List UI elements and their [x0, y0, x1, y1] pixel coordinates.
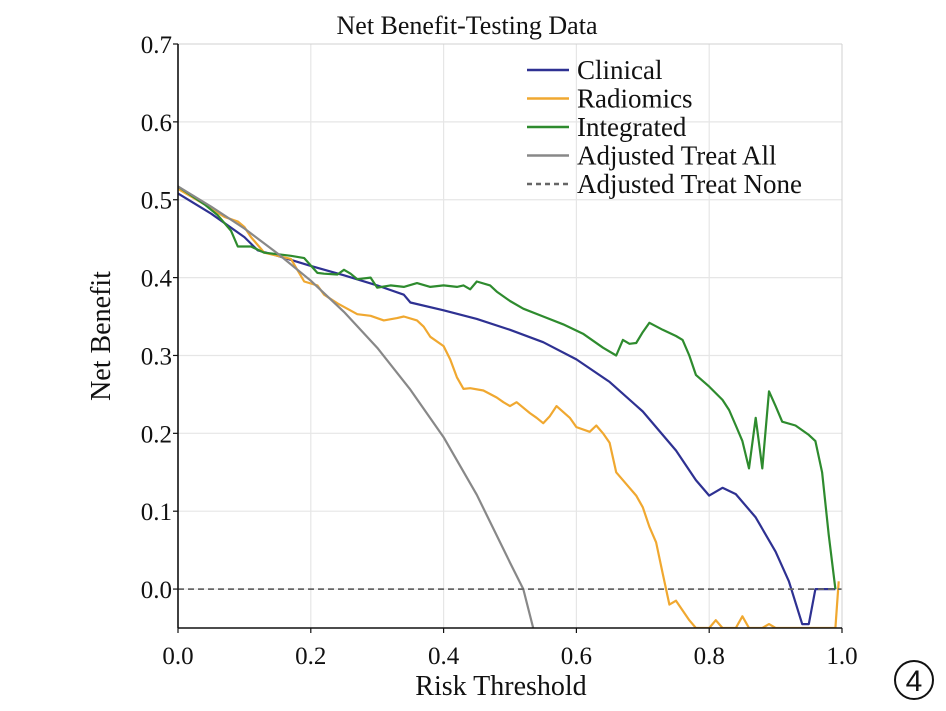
series-line-integrated	[178, 185, 837, 590]
plot-frame	[177, 43, 843, 629]
badge-label: 4	[906, 665, 923, 698]
x-tick-label-4: 0.8	[694, 643, 725, 670]
legend-label-adjusted-treat-all: Adjusted Treat All	[577, 141, 777, 171]
y-tick-label-5: 0.5	[141, 188, 172, 215]
y-tick-label-7: 0.7	[141, 32, 172, 59]
chart-title: Net Benefit-Testing Data	[337, 11, 598, 40]
y-axis-title: Net Benefit	[86, 271, 117, 401]
y-tick-label-6: 0.6	[141, 110, 172, 137]
badge-circle	[894, 660, 934, 700]
y-tick-label-1: 0.1	[141, 499, 172, 526]
panel-badge: 4	[894, 660, 934, 700]
y-axis-ticks: 0.0 0.1 0.2 0.3 0.4 0.5 0.6 0.7	[141, 32, 178, 604]
legend-label-integrated: Integrated	[577, 112, 687, 142]
legend-label-clinical: Clinical	[577, 55, 662, 85]
x-tick-label-5: 1.0	[826, 643, 857, 670]
x-tick-label-3: 0.6	[561, 643, 592, 670]
series-layer	[178, 185, 842, 628]
y-tick-label-0: 0.0	[141, 577, 172, 604]
y-tick-label-4: 0.4	[141, 266, 173, 293]
x-tick-label-1: 0.2	[295, 643, 326, 670]
legend-label-radiomics: Radiomics	[577, 84, 693, 114]
series-line-clinical	[178, 192, 836, 626]
plot-area	[178, 44, 842, 628]
series-line-adjusted-treat-all	[178, 185, 535, 628]
y-tick-label-3: 0.3	[141, 343, 172, 370]
x-axis-title: Risk Threshold	[415, 671, 586, 702]
y-tick-label-2: 0.2	[141, 421, 172, 448]
x-tick-label-0: 0.0	[162, 643, 193, 670]
legend-label-adjusted-treat-none: Adjusted Treat None	[577, 169, 802, 199]
x-axis-ticks: 0.0 0.2 0.4 0.6 0.8 1.0	[162, 628, 858, 670]
x-tick-label-2: 0.4	[428, 643, 460, 670]
